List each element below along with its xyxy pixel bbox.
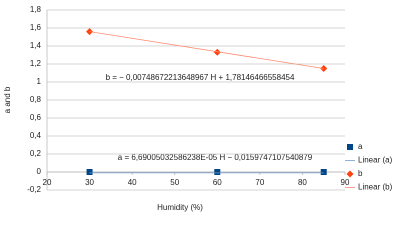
legend-label: b [358, 169, 363, 178]
y-tick-label: 0 [37, 167, 42, 176]
y-tick-label: 1,4 [30, 41, 42, 50]
x-tick-label: 50 [170, 178, 179, 187]
x-tick-label: 30 [85, 178, 94, 187]
annotation: b = − 0,00748672213648967 H + 1,78146466… [106, 73, 295, 82]
point [86, 169, 93, 175]
point [320, 169, 327, 175]
x-tick-label: 60 [213, 178, 222, 187]
y-tick-label: 1,2 [30, 59, 42, 68]
legend-marker [347, 144, 353, 150]
y-tick-label: -0,2 [27, 185, 41, 194]
trendline [89, 31, 324, 69]
legend-label: Linear (a) [358, 156, 393, 165]
y-tick-label: 0,2 [30, 149, 42, 158]
x-tick-label: 40 [128, 178, 137, 187]
y-tick-label: 0,4 [30, 131, 42, 140]
x-axis-label: Humidity (%) [157, 203, 203, 212]
y-tick-label: 0,6 [30, 113, 42, 122]
y-tick-label: 1,6 [30, 23, 42, 32]
point [86, 28, 94, 36]
y-tick-label: 0,8 [30, 95, 42, 104]
chart: a and b Humidity (%) b = − 0,00748672213… [3, 5, 393, 212]
legend-marker [346, 170, 354, 178]
x-tick-label: 80 [298, 178, 307, 187]
annotation: a = 6,69005032586238E-05 H − 0,015974710… [118, 153, 313, 162]
page: a and b Humidity (%) b = − 0,00748672213… [3, 5, 393, 213]
x-tick-label: 20 [43, 178, 52, 187]
point [214, 169, 221, 175]
x-tick-label: 70 [255, 178, 264, 187]
y-axis-label: a and b [3, 86, 12, 113]
legend-label: a [358, 142, 363, 151]
legend-label: Linear (b) [358, 183, 393, 192]
y-tick-label: 1,8 [30, 5, 42, 14]
x-tick-label: 90 [341, 178, 350, 187]
y-tick-label: 1 [37, 77, 42, 86]
point [213, 48, 221, 56]
